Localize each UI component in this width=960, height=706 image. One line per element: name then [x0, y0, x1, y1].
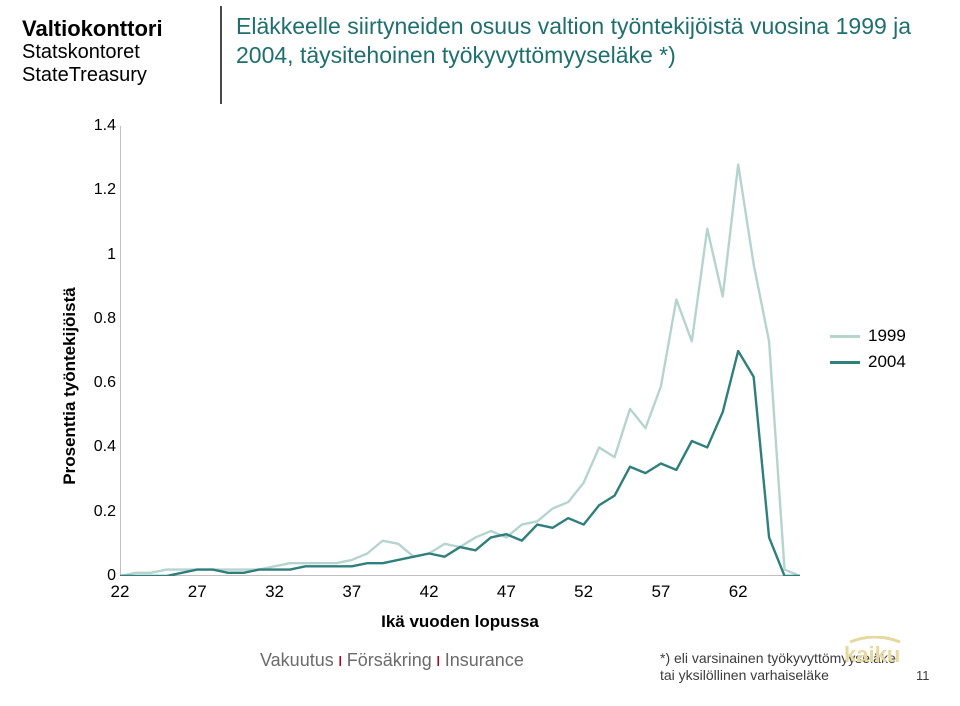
xtick-label: 32	[265, 582, 284, 602]
xtick-label: 22	[111, 582, 130, 602]
legend-label: 2004	[868, 352, 906, 372]
logo-line1: Valtiokonttori	[22, 16, 163, 41]
ytick-label: 1.2	[82, 181, 116, 199]
vertical-divider	[220, 6, 222, 104]
ytick-label: 0.8	[82, 310, 116, 328]
ytick-label: 1.4	[82, 117, 116, 135]
footer-sep-icon: ı	[334, 650, 347, 670]
xtick-label: 62	[729, 582, 748, 602]
footer-brand: VakuutusıFörsäkringıInsurance	[260, 650, 524, 671]
logo-line3: StateTreasury	[22, 64, 163, 87]
xaxis-ticks: 222732374247525762	[120, 576, 800, 606]
xtick-label: 27	[188, 582, 207, 602]
footer-sep-icon: ı	[432, 650, 445, 670]
page-number: 11	[916, 668, 930, 683]
xtick-label: 52	[574, 582, 593, 602]
kaiku-text: kaiku	[844, 642, 900, 667]
ytick-label: 0.2	[82, 503, 116, 521]
xtick-label: 47	[497, 582, 516, 602]
chart-title: Eläkkeelle siirtyneiden osuus valtion ty…	[236, 12, 936, 70]
ytick-label: 0.4	[82, 438, 116, 456]
logo-line2: Statskontoret	[22, 41, 163, 64]
legend-entry: 2004	[830, 352, 920, 372]
chart-svg	[120, 126, 800, 576]
legend-swatch	[830, 361, 860, 364]
slide-root: Valtiokonttori Statskontoret StateTreasu…	[0, 0, 960, 706]
org-logo: Valtiokonttori Statskontoret StateTreasu…	[22, 16, 163, 87]
legend-label: 1999	[868, 326, 906, 346]
footer-brand-word: Insurance	[445, 650, 524, 670]
plot-area	[120, 126, 800, 576]
footer-brand-word: Försäkring	[347, 650, 432, 670]
yaxis-label: Prosenttia työntekijöistä	[60, 286, 80, 486]
series-line-2004	[120, 351, 800, 576]
legend-entry: 1999	[830, 326, 920, 346]
chart-container: Prosenttia työntekijöistä 00.20.40.60.81…	[30, 126, 930, 626]
series-line-1999	[120, 165, 800, 576]
yaxis-label-box: Prosenttia työntekijöistä	[30, 126, 70, 626]
footer-brand-word: Vakuutus	[260, 650, 334, 670]
legend: 1999 2004	[830, 326, 920, 378]
xtick-label: 42	[420, 582, 439, 602]
xaxis-label: Ikä vuoden lopussa	[120, 612, 800, 632]
legend-swatch	[830, 335, 860, 338]
ytick-label: 1	[82, 246, 116, 264]
xtick-label: 37	[342, 582, 361, 602]
kaiku-logo: kaiku	[840, 636, 910, 670]
xtick-label: 57	[651, 582, 670, 602]
ytick-label: 0.6	[82, 374, 116, 392]
